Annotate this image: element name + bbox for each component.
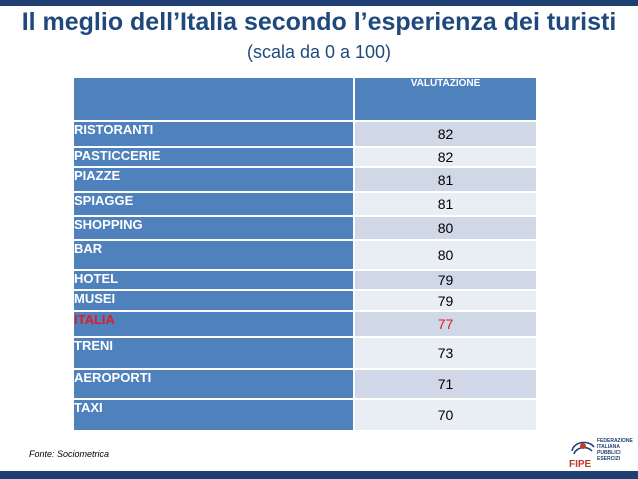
row-value: 71 [353, 368, 538, 400]
row-label: SPIAGGE [72, 191, 355, 217]
row-label: BAR [72, 239, 355, 271]
row-value: 80 [353, 215, 538, 241]
table-header-row: VALUTAZIONE [72, 76, 538, 122]
table-row: ITALIA 77 [72, 310, 538, 338]
table-row: PIAZZE 81 [72, 166, 538, 193]
table-row: TRENI 73 [72, 336, 538, 370]
table-row: HOTEL 79 [72, 269, 538, 291]
table-row: AEROPORTI 71 [72, 368, 538, 400]
page-title: Il meglio dell’Italia secondo l’esperien… [21, 8, 617, 36]
row-label: SHOPPING [72, 215, 355, 241]
fipe-logo-word: FIPE [569, 459, 592, 470]
row-label: HOTEL [72, 269, 355, 291]
page-subtitle: (scala da 0 a 100) [246, 42, 392, 62]
header-valutazione: VALUTAZIONE [353, 76, 538, 122]
table-row: TAXI 70 [72, 398, 538, 432]
table-row: RISTORANTI 82 [72, 120, 538, 148]
row-value: 79 [353, 269, 538, 291]
row-label: MUSEI [72, 289, 355, 312]
fipe-logo-icon [571, 441, 595, 455]
row-value: 73 [353, 336, 538, 370]
row-value: 82 [353, 120, 538, 148]
row-value: 82 [353, 146, 538, 168]
table-row: BAR 80 [72, 239, 538, 271]
ratings-table: VALUTAZIONE RISTORANTI 82 PASTICCERIE 82 PIA… [72, 76, 538, 432]
source-note: Fonte: Sociometrica [29, 449, 110, 459]
row-label: AEROPORTI [72, 368, 355, 400]
row-value: 81 [353, 191, 538, 217]
table-row: PASTICCERIE 82 [72, 146, 538, 168]
table-row: MUSEI 79 [72, 289, 538, 312]
row-value: 70 [353, 398, 538, 432]
fipe-logo-caption: FEDERAZIONE ITALIANA PUBBLICI ESERCIZI [597, 438, 633, 462]
row-value: 81 [353, 166, 538, 193]
top-bar [0, 0, 638, 6]
header-empty-cell [72, 76, 355, 122]
row-label: PIAZZE [72, 166, 355, 193]
table-row: SHOPPING 80 [72, 215, 538, 241]
row-value: 79 [353, 289, 538, 312]
row-label: TAXI [72, 398, 355, 432]
bottom-bar [0, 471, 638, 479]
row-value: 80 [353, 239, 538, 271]
table-row: SPIAGGE 81 [72, 191, 538, 217]
row-value: 77 [353, 310, 538, 338]
row-label: ITALIA [72, 310, 355, 338]
table-body: RISTORANTI 82 PASTICCERIE 82 PIAZZE 81 SPIAGGE… [72, 120, 538, 432]
row-label: TRENI [72, 336, 355, 370]
row-label: PASTICCERIE [72, 146, 355, 168]
row-label: RISTORANTI [72, 120, 355, 148]
